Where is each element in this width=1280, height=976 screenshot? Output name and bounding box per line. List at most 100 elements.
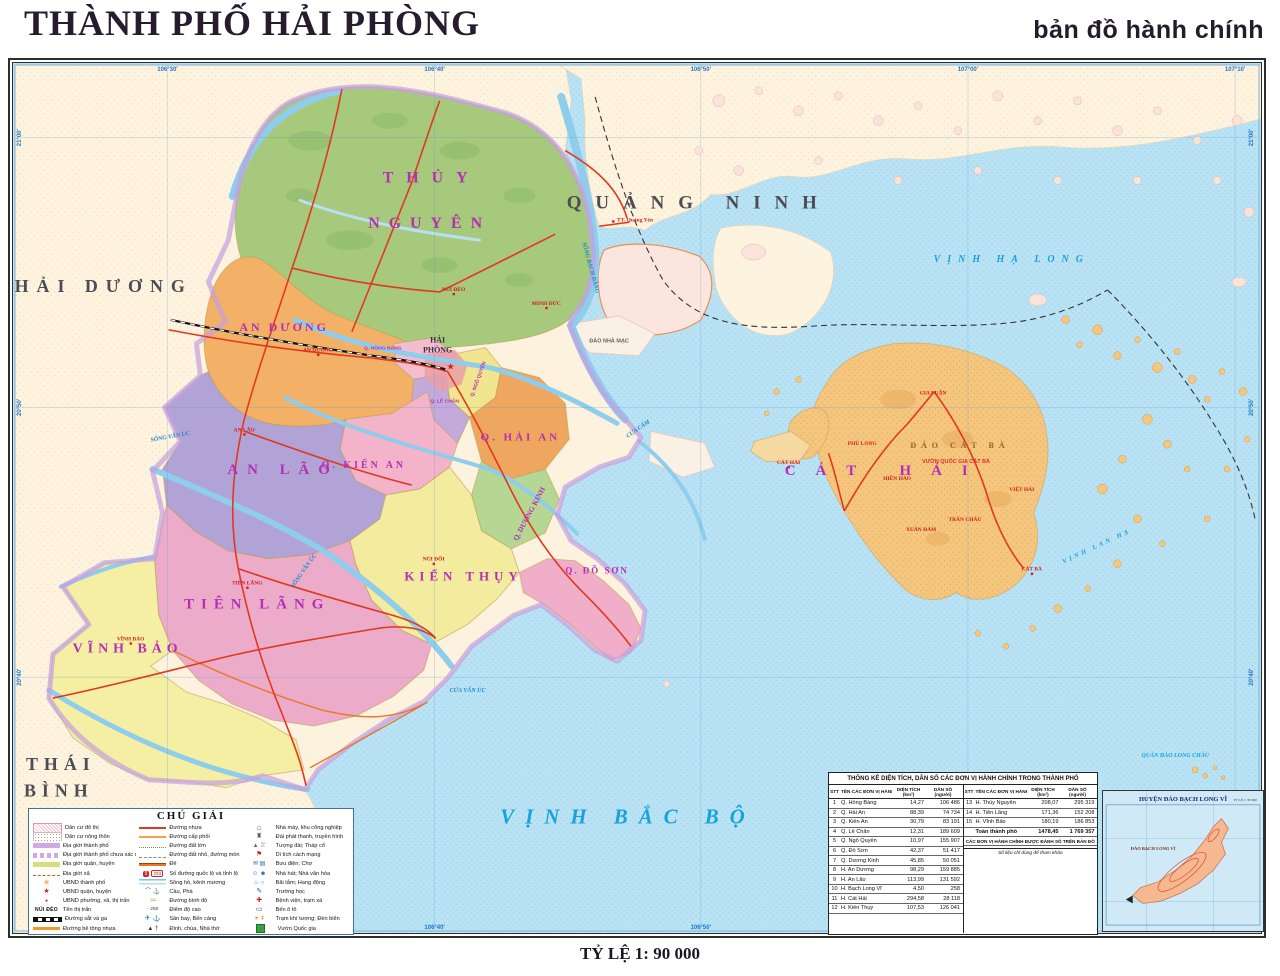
legend-item-label: Đường bê tông nhựa	[63, 925, 116, 932]
legend-item-label: Nhà máy, khu công nghiệp	[275, 824, 342, 831]
town-tien-lang: TIÊN LÃNG	[232, 579, 263, 587]
label-quang-ninh: QUẢNG NINH	[567, 192, 831, 213]
page-title: THÀNH PHỐ HẢI PHÒNG	[24, 3, 481, 43]
label-long-chau: QUẦN ĐẢO LONG CHÂU	[1142, 751, 1210, 759]
stats-row: 15 H. Vĩnh Bảo 180,19 186 853	[963, 818, 1097, 828]
legend-item: Vườn Quốc gia	[246, 924, 349, 934]
legend-item: Trạm khí tượng; Đèn biển	[246, 915, 349, 924]
legend-symbol-icon	[246, 860, 273, 868]
road-ql5	[168, 328, 448, 373]
legend-item-label: Điểm độ cao	[169, 907, 201, 914]
legend-item: UBND phường, xã, thị trấn	[33, 897, 136, 906]
town-minh-duc: MINH ĐỨC	[532, 299, 561, 307]
legend-item: Tượng đài; Tháp cổ	[246, 841, 349, 850]
district-cat-hai-main	[811, 342, 1049, 600]
river-cam	[292, 317, 620, 426]
label-city-1: HẢI	[430, 335, 445, 345]
legend-symbol-icon	[246, 888, 273, 896]
label-q-hai-an: Q. HẢI AN	[481, 431, 561, 443]
vegetation-texture	[286, 112, 1012, 546]
stats-row: 7 Q. Dương Kinh 45,85 50 051	[829, 856, 963, 866]
label-nguyen: NGUYÊN	[368, 213, 491, 232]
lon-label: 106°40'	[424, 925, 445, 931]
town-phu-long: PHÙ LONG	[848, 439, 878, 447]
legend-symbol-icon	[33, 875, 60, 877]
stats-total-row: Toàn thành phố 1478,45 1 769 357	[963, 828, 1097, 838]
legend-title: CHÚ GIẢI	[156, 810, 226, 822]
col-stt: STT	[964, 789, 974, 794]
legend-item-label: Đài phát thanh, truyền hình	[275, 833, 344, 840]
legend-item: Sân bay, Bến cảng	[139, 915, 242, 924]
stats-row: 5 Q. Ngô Quyền 10,97 155 907	[829, 837, 963, 847]
legend-item-label: Cầu, Phà	[169, 888, 193, 895]
legend-item: UBND thành phố	[33, 878, 136, 887]
lon-label: 106°50'	[691, 925, 712, 931]
legend-symbol-icon	[139, 915, 166, 923]
label-q-kien-an: Q. KIẾN AN	[322, 458, 406, 471]
town-cat-ba: CÁT BÀ	[1022, 565, 1042, 573]
label-q-le-chan: Q. LÊ CHÂN	[430, 396, 459, 404]
legend-item-label: Đường nhựa	[169, 824, 202, 831]
legend-item-label: Bệnh viện, trạm xá	[275, 898, 323, 905]
lon-label: 107°10'	[1225, 67, 1246, 73]
legend-symbol-icon: NÚI ĐÈO	[35, 907, 58, 914]
label-tien-lang: TIÊN LÃNG	[184, 595, 330, 613]
legend-symbol-icon	[33, 861, 60, 867]
label-an-duong: AN DƯƠNG	[239, 320, 329, 334]
legend-symbol-icon	[33, 832, 62, 842]
inset-title: HUYỆN ĐẢO BẠCH LONG VĨ	[1139, 795, 1227, 803]
label-dao-nha-mac: ĐẢO NHÀ MẠC	[589, 338, 629, 345]
label-vinh-ha-long: VỊNH HẠ LONG	[934, 254, 1090, 265]
province-border	[46, 84, 648, 793]
stats-row: 12 H. Kiến Thụy 107,53 126 041	[829, 904, 963, 914]
legend-symbol-icon	[246, 833, 273, 841]
stats-row: 4 Q. Lê Chân 12,31 189 609	[829, 828, 963, 838]
legend-item-label: Địa giới xã	[63, 870, 90, 877]
legend-symbol-icon	[139, 888, 166, 896]
legend-symbol-icon: 250	[139, 906, 166, 914]
legend-item-label: Đê	[169, 861, 177, 868]
legend-item-label: Dân cư nông thôn	[65, 833, 110, 840]
legend-symbol-icon	[246, 851, 273, 859]
legend-item: Đường đất nhỏ, đường mòn	[139, 851, 242, 860]
legend-item: Đình, chùa, Nhà thờ	[139, 924, 242, 933]
legend-item-label: Nhà hát; Nhà văn hóa	[275, 870, 331, 877]
lon-label: 106°50'	[691, 67, 712, 73]
label-vinh-bac-bo: VỊNH BẮC BỘ	[500, 805, 755, 829]
legend-symbol-icon	[246, 906, 273, 914]
legend-column-2: Đường nhựa Đường cấp phối Đường đất lớn Đườ…	[139, 823, 242, 933]
legend-symbol-icon	[246, 824, 273, 832]
legend-item: Cầu, Phà	[139, 887, 242, 896]
label-an-lao: AN LÃO	[227, 460, 339, 478]
stats-row: 2 Q. Hải An 88,39 74 734	[829, 809, 963, 819]
town-nui-doi: NÚI ĐỐI	[423, 555, 445, 563]
map-scale: TỶ LỆ 1: 90 000	[580, 944, 700, 963]
legend-item-label: Bưu điện; Chợ	[275, 861, 313, 868]
stats-row: 3 Q. Kiến An 30,79 83 191	[829, 818, 963, 828]
lat-label: 20°40'	[17, 668, 23, 686]
legend-item-label: Đường đất lớn	[169, 842, 206, 849]
stats-header: STT TÊN CÁC ĐƠN VỊ HÀNH CHÍNH DIỆN TÍCH(…	[829, 785, 963, 799]
legend-item: Địa giới thành phố	[33, 841, 136, 850]
town-nui-deo: NÚI ĐÈO	[442, 285, 465, 293]
legend-symbol-icon	[246, 870, 273, 878]
stats-row: 13 H. Thủy Nguyên 208,07 295 319	[963, 799, 1097, 809]
col-name: TÊN CÁC ĐƠN VỊ HÀNH CHÍNH	[841, 789, 892, 794]
label-vuon-quoc-gia: VƯỜN QUỐC GIA CÁT BÀ	[922, 457, 990, 465]
legend-item: Dân cư đô thị	[33, 823, 136, 833]
legend-item: Đường cấp phối	[139, 832, 242, 841]
legend-symbol-icon	[33, 888, 60, 896]
legend-item: Đài phát thanh, truyền hình	[246, 832, 349, 841]
legend-item-label: Trường học	[275, 888, 305, 895]
legend-column-3: Nhà máy, khu công nghiệp Đài phát thanh, …	[246, 823, 349, 934]
town-an-lao: AN LÃO	[234, 425, 255, 433]
stats-row: 9 H. An Lão 113,99 131 592	[829, 875, 963, 885]
river-thai-binh	[46, 687, 311, 793]
lat-label: 20°40'	[1249, 668, 1255, 686]
legend-symbol-icon	[139, 925, 166, 933]
stats-table-right: STT TÊN CÁC ĐƠN VỊ HÀNH CHÍNH DIỆN TÍCH(…	[963, 785, 1097, 933]
districts	[48, 86, 1049, 789]
channel-lach-huyen	[637, 439, 707, 541]
flat-dao-nha-mac	[563, 315, 656, 357]
legend-columns: Dân cư đô thị Dân cư nông thôn Địa giới th…	[33, 823, 349, 934]
